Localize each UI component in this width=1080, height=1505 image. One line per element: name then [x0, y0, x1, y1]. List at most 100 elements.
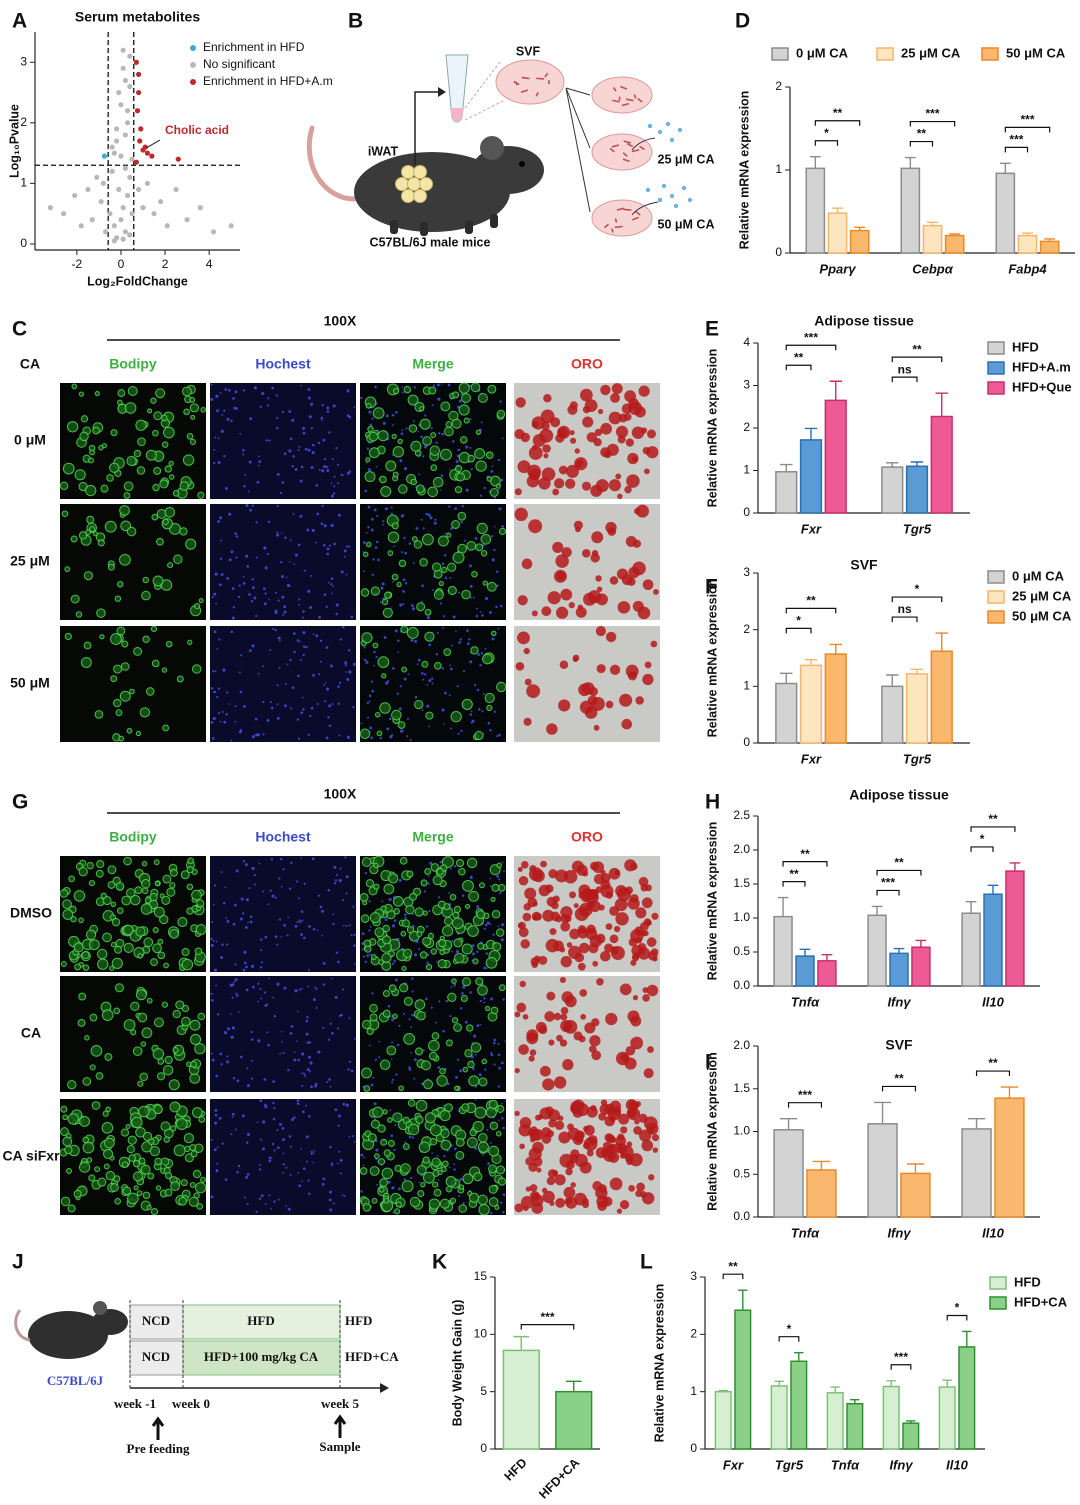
lipid-droplet — [150, 397, 157, 404]
nucleus — [310, 466, 314, 469]
oro-stain — [605, 1012, 618, 1026]
oro-stain — [514, 1011, 521, 1018]
panel-label: B — [348, 10, 363, 33]
nucleus — [326, 469, 330, 472]
lipid-droplet — [110, 1183, 119, 1192]
nucleus — [368, 700, 371, 702]
y-axis-label: Log₁₀Pvalue — [7, 104, 21, 178]
nucleus — [276, 531, 279, 534]
nucleus — [305, 1104, 307, 1107]
lipid-droplet — [387, 1139, 395, 1147]
nucleus — [270, 1207, 273, 1210]
cell — [623, 208, 632, 211]
y-tick-label: 2 — [775, 79, 782, 93]
oro-stain — [558, 1115, 564, 1121]
nucleus — [369, 423, 373, 427]
lipid-droplet — [104, 1053, 113, 1061]
oro-stain — [536, 1167, 542, 1173]
y-tick-label: 3 — [690, 1269, 697, 1283]
chart-title: Serum metabolites — [75, 9, 200, 25]
nucleus — [501, 861, 504, 864]
lipid-droplet — [391, 433, 397, 440]
lipid-droplet — [81, 951, 90, 960]
oro-stain — [565, 1160, 575, 1170]
lipid-droplet — [443, 648, 452, 657]
nucleus — [245, 988, 249, 992]
lipid-droplet — [496, 1165, 506, 1175]
lipid-droplet — [153, 411, 163, 421]
oro-stain — [586, 1149, 594, 1157]
lipid-droplet — [110, 429, 118, 437]
column-header: Bodipy — [109, 356, 157, 372]
point — [102, 229, 109, 235]
nucleus — [370, 1083, 374, 1087]
legend-swatch — [987, 361, 1005, 375]
nucleus — [234, 390, 238, 394]
nucleus — [378, 1056, 381, 1059]
oro-stain — [526, 1029, 539, 1042]
nucleus — [307, 396, 311, 400]
lipid-droplet — [145, 687, 155, 696]
lipid-droplet — [379, 1059, 391, 1070]
nucleus — [219, 1052, 223, 1056]
oro-stain — [590, 861, 599, 871]
nucleus — [328, 1198, 332, 1202]
nucleus — [472, 596, 475, 599]
legend-label: 50 μM CA — [1006, 45, 1066, 60]
nucleus — [272, 627, 275, 630]
bar — [938, 1386, 956, 1450]
lipid-droplet — [126, 727, 133, 734]
lipid-droplet — [119, 690, 131, 702]
nucleus — [325, 646, 329, 649]
nucleus — [259, 1164, 261, 1166]
lipid-droplet — [451, 917, 464, 930]
x-tick-label: Tgr5 — [775, 1457, 804, 1472]
nucleus — [329, 1022, 332, 1025]
nucleus — [352, 662, 356, 666]
lipid-droplet — [80, 415, 89, 423]
nucleus — [483, 486, 486, 490]
nucleus — [484, 596, 489, 601]
lipid-droplet — [64, 1145, 73, 1155]
nucleus — [426, 684, 429, 686]
nucleus — [281, 410, 285, 414]
significance-bracket — [782, 881, 806, 887]
lipid-droplet — [430, 432, 437, 438]
lipid-droplet — [86, 1157, 93, 1163]
nucleus — [248, 649, 252, 653]
nucleus — [309, 1070, 311, 1073]
lipid-droplet — [462, 1173, 474, 1185]
nucleus — [444, 576, 448, 580]
nucleus — [498, 733, 501, 737]
significance-bracket — [787, 1102, 823, 1108]
nucleus — [305, 1160, 308, 1163]
lipid-droplet — [475, 429, 482, 435]
point — [124, 192, 131, 199]
lipid-droplet — [182, 386, 192, 397]
bar — [502, 1349, 540, 1450]
nucleus — [275, 426, 279, 430]
significance-label: *** — [1009, 133, 1023, 147]
nucleus — [301, 616, 304, 619]
cell — [614, 218, 618, 223]
lipid-droplet — [388, 873, 399, 884]
lipid-droplet — [89, 449, 96, 456]
lipid-droplet — [85, 929, 97, 940]
point — [85, 186, 91, 193]
lipid-droplet — [364, 945, 372, 953]
panel-label: I — [705, 1051, 711, 1074]
nucleus — [341, 1194, 344, 1197]
oro-stain — [555, 606, 569, 619]
oro-stain — [626, 474, 640, 488]
lipid-droplet — [154, 1157, 162, 1166]
lipid-droplet — [152, 927, 159, 934]
oro-stain — [553, 1076, 567, 1089]
nucleus — [245, 504, 249, 507]
nucleus — [322, 1026, 325, 1029]
lipid-droplet — [150, 1207, 159, 1216]
point — [164, 223, 170, 229]
nucleus — [469, 713, 473, 716]
nucleus — [226, 417, 230, 421]
legend-label: 0 μM CA — [1012, 568, 1065, 583]
chart-title: Adipose tissue — [849, 787, 949, 803]
